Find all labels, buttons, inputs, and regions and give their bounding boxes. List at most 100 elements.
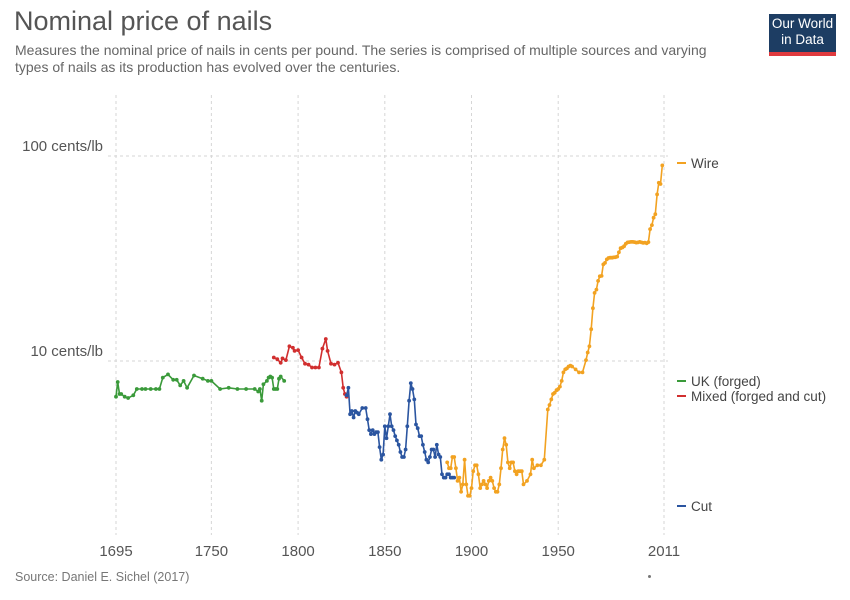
series-mixed-forged-and-cut[interactable] (271, 337, 349, 399)
data-point (507, 466, 512, 471)
legend-item[interactable]: Mixed (forged and cut) (677, 389, 826, 404)
data-point (259, 398, 264, 403)
data-point (386, 424, 391, 429)
data-point (467, 493, 472, 498)
data-point (154, 387, 158, 391)
data-point (258, 387, 262, 391)
data-point (476, 472, 481, 477)
data-point (134, 387, 139, 391)
data-point (209, 379, 214, 383)
data-point (431, 447, 436, 452)
data-point (469, 486, 474, 490)
data-point (585, 350, 590, 355)
data-point (339, 370, 344, 375)
x-axis-labels: 1695 1750 1800 1850 1900 1950 2011 (99, 543, 680, 560)
owid-logo[interactable]: Our World in Data (769, 14, 836, 56)
data-point (462, 457, 467, 462)
data-point (559, 379, 564, 383)
data-point (650, 223, 654, 228)
data-point (499, 466, 503, 471)
data-point (115, 380, 120, 384)
data-point (178, 383, 183, 388)
data-point (370, 428, 375, 432)
data-point (648, 227, 652, 232)
data-point (381, 452, 385, 457)
data-point (655, 192, 659, 197)
data-point (131, 393, 136, 398)
data-point (351, 415, 356, 420)
data-point (192, 373, 196, 378)
data-point (460, 482, 465, 487)
data-point (422, 450, 427, 454)
legend-item[interactable]: Cut (677, 499, 712, 514)
data-point (438, 455, 443, 459)
data-point (166, 372, 170, 377)
data-point (651, 215, 656, 220)
data-point (414, 422, 418, 427)
data-point (615, 254, 620, 259)
series-cut[interactable] (344, 381, 457, 480)
data-point (603, 261, 607, 265)
data-point (528, 472, 533, 477)
data-point (445, 460, 450, 465)
data-point (485, 486, 489, 490)
x-tick-label: 1750 (195, 543, 228, 560)
legend-label: UK (forged) (691, 374, 761, 389)
data-point (402, 455, 406, 459)
data-point (448, 466, 453, 471)
data-point (261, 382, 266, 387)
data-point (558, 384, 562, 389)
data-point (504, 442, 509, 447)
data-point (323, 337, 328, 341)
series-line (345, 382, 455, 479)
data-point (434, 442, 439, 447)
data-point (452, 475, 457, 480)
y-axis-labels: 10 cents/lb 100 cents/lb (22, 138, 103, 360)
data-point (410, 387, 415, 391)
data-point (287, 344, 292, 349)
series-group (114, 163, 665, 498)
data-point (419, 434, 424, 438)
data-point (377, 445, 382, 449)
series-wire[interactable] (445, 163, 665, 498)
data-point (428, 455, 432, 459)
data-point (280, 356, 285, 361)
data-point (506, 460, 510, 465)
data-point (580, 370, 585, 375)
source-note: Source: Daniel E. Sichel (2017) (15, 570, 190, 584)
series-line (446, 165, 664, 497)
data-point (181, 379, 186, 383)
x-tick-label: 1950 (542, 543, 575, 560)
data-point (464, 482, 469, 487)
legend-label: Cut (691, 499, 712, 514)
series-uk-forged[interactable] (114, 372, 287, 403)
data-point (403, 447, 408, 452)
x-tick-label: 1850 (368, 543, 401, 560)
data-point (592, 291, 597, 295)
data-point (653, 212, 658, 217)
data-point (332, 362, 337, 367)
data-point (171, 377, 176, 382)
data-point (535, 463, 540, 468)
data-point (235, 387, 240, 391)
y-tick-label: 100 cents/lb (22, 138, 103, 155)
data-point (143, 387, 148, 391)
data-point (433, 455, 437, 459)
legend: UK (forged)Mixed (forged and cut) Cut Wire (677, 156, 826, 514)
chart-subtitle: Measures the nominal price of nails in c… (15, 42, 707, 75)
data-point (408, 381, 413, 385)
data-point (122, 394, 127, 399)
data-point (587, 344, 592, 349)
legend-item[interactable]: Wire (677, 156, 719, 171)
data-point (140, 387, 144, 391)
data-point (589, 327, 594, 332)
data-point (521, 482, 526, 487)
data-point (440, 472, 444, 477)
data-point (443, 475, 448, 480)
data-point (395, 438, 399, 443)
data-point (270, 375, 274, 380)
data-point (252, 387, 257, 391)
legend-label: Wire (691, 156, 719, 171)
legend-item[interactable]: UK (forged) (677, 374, 761, 389)
